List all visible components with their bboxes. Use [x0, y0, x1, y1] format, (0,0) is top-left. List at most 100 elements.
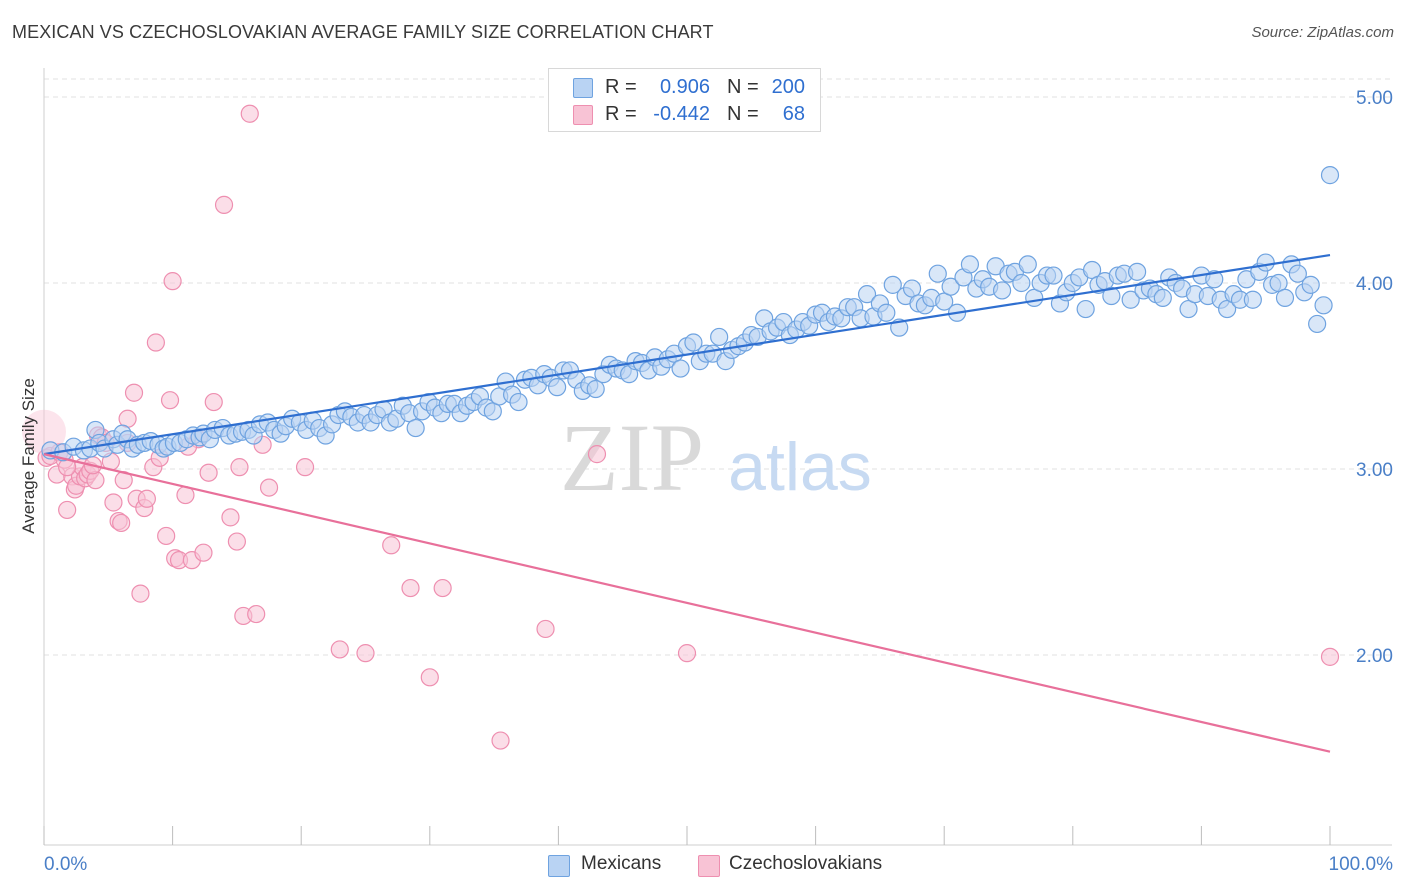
mexican-point — [1243, 290, 1262, 309]
czech-point — [227, 532, 246, 551]
legend-n-value: 200 — [771, 76, 805, 98]
czech-point — [295, 458, 315, 477]
czech-point — [536, 619, 555, 639]
czech-point — [199, 463, 218, 482]
mexican-point — [671, 359, 690, 378]
legend-swatch-mexicans — [573, 78, 593, 98]
mexican-point — [883, 275, 902, 294]
watermark-zip: ZIP — [560, 404, 704, 511]
mexican-point — [1288, 264, 1307, 283]
legend-swatch-czechoslovakians — [573, 105, 593, 125]
czech-point — [420, 668, 439, 687]
czech-point — [1320, 647, 1340, 666]
mexican-point — [548, 378, 567, 397]
x-axis-ticks — [43, 826, 1331, 845]
mexican-point — [992, 281, 1012, 300]
czech-point — [247, 604, 266, 624]
series-czechoslovakians — [22, 104, 1340, 750]
czech-point — [124, 383, 144, 402]
czech-point — [58, 500, 77, 520]
legend-n-label: N = — [727, 103, 759, 125]
y-tick-label: 2.00 — [1356, 646, 1393, 667]
czech-point — [86, 471, 105, 490]
trend-lines — [43, 254, 1331, 753]
mexican-point — [1102, 286, 1121, 306]
mexican-point — [1256, 253, 1275, 272]
y-tick-label: 3.00 — [1356, 460, 1393, 481]
correlation-legend: R = 0.906 N = 200 R = -0.442 N = 68 — [548, 68, 821, 132]
czech-point — [240, 104, 259, 123]
mexican-point — [1121, 290, 1140, 309]
czech-point — [382, 536, 401, 555]
watermark-atlas: atlas — [728, 429, 872, 505]
mexican-point — [1153, 288, 1172, 307]
bottom-legend-label-mexicans: Mexicans — [581, 853, 662, 874]
mexican-point — [1127, 262, 1147, 281]
mexican-point — [877, 303, 896, 322]
czech-point — [146, 333, 165, 352]
y-axis-label: Average Family Size — [19, 378, 38, 534]
x-tick-label-max: 100.0% — [1329, 854, 1394, 875]
mexican-point — [684, 333, 703, 352]
legend-n-value: 68 — [782, 103, 805, 125]
czech-point — [157, 526, 176, 546]
chart-title: MEXICAN VS CZECHOSLOVAKIAN AVERAGE FAMIL… — [12, 22, 714, 42]
czech-point — [587, 445, 607, 464]
czech-point — [112, 513, 131, 533]
czech-point — [194, 543, 213, 562]
trend-line-czechoslovakians — [43, 453, 1331, 753]
y-tick-label: 4.00 — [1356, 274, 1393, 295]
czech-point — [677, 644, 697, 663]
czech-point — [330, 640, 349, 659]
mexican-point — [1076, 299, 1095, 319]
mexican-point — [1044, 266, 1063, 285]
mexican-point — [710, 327, 729, 347]
legend-row-mexicans: R = 0.906 N = 200 — [549, 73, 820, 101]
mexican-point — [406, 418, 425, 438]
czech-point — [163, 272, 182, 291]
x-tick-label-min: 0.0% — [44, 854, 87, 875]
mexican-point — [857, 285, 877, 304]
czech-point — [137, 489, 156, 508]
czech-point — [131, 584, 150, 603]
legend-row-czechoslovakians: R = -0.442 N = 68 — [549, 100, 820, 128]
czech-point — [160, 391, 180, 410]
gridlines — [44, 78, 1392, 656]
mexican-point — [1018, 255, 1037, 274]
y-axis-ticks: 2.00 3.00 4.00 5.00 — [1356, 88, 1393, 667]
mexican-point — [1308, 314, 1327, 334]
czech-point — [356, 644, 375, 663]
mexican-point — [1320, 166, 1340, 185]
mexican-point — [1275, 288, 1295, 307]
czech-point — [230, 458, 249, 477]
czech-point — [401, 578, 420, 598]
czech-point — [221, 508, 240, 527]
mexican-point — [941, 277, 960, 296]
bottom-legend-swatch-mexicans — [548, 855, 570, 877]
mexican-point — [1301, 275, 1320, 294]
mexican-point — [1205, 270, 1224, 289]
y-tick-label: 5.00 — [1356, 88, 1393, 109]
czech-point — [104, 493, 123, 512]
czech-point — [214, 195, 234, 214]
czech-point — [491, 731, 510, 750]
mexican-point — [586, 379, 605, 399]
legend-r-label: R = — [605, 103, 637, 125]
mexican-point — [1314, 296, 1333, 315]
legend-r-value: -0.442 — [653, 103, 710, 125]
czech-point — [259, 478, 279, 497]
mexican-point — [509, 392, 528, 412]
mexican-point — [1012, 273, 1031, 293]
bottom-legend-label-czechoslovakians: Czechoslovakians — [729, 853, 883, 874]
watermark: ZIP atlas — [560, 404, 872, 511]
series-mexicans — [41, 166, 1340, 462]
mexican-point — [928, 264, 947, 283]
czech-point — [433, 578, 452, 598]
source-label: Source: ZipAtlas.com — [1251, 24, 1394, 41]
mexican-point — [960, 255, 980, 274]
legend-r-label: R = — [605, 76, 637, 98]
bottom-legend-swatch-czechoslovakians — [698, 855, 720, 877]
legend-n-label: N = — [727, 76, 759, 98]
legend-r-value: 0.906 — [659, 76, 710, 98]
